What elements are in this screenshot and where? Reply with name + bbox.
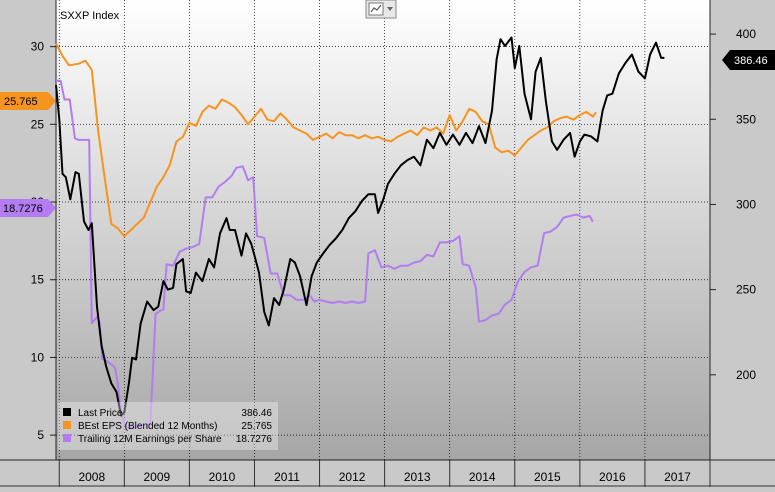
x-tick-label: 2008: [78, 470, 105, 484]
legend-swatch: [63, 421, 71, 429]
legend: Last Price 386.46 BEst EPS (Blended 12 M…: [58, 402, 278, 450]
legend-box: [58, 402, 278, 450]
series-line-last-price: [55, 36, 665, 417]
legend-value: 25.765: [241, 421, 272, 432]
right-axis-panel: [710, 0, 775, 460]
best-eps-badge: 25.765: [0, 92, 56, 110]
y-right-tick-label: 400: [736, 27, 756, 41]
y-right-tick-label: 350: [736, 112, 756, 126]
legend-swatch: [63, 434, 71, 442]
axis-layer: 5101520253020025030035040020082009201020…: [31, 0, 756, 487]
best-eps-badge-label: 25.765: [4, 96, 38, 108]
trailing-eps-badge: 18.7276: [0, 199, 56, 217]
last-price-badge-label: 386.46: [734, 55, 768, 67]
x-tick-label: 2010: [209, 470, 236, 484]
plot-area: [56, 0, 710, 460]
x-tick-label: 2016: [599, 470, 626, 484]
x-tick-label: 2009: [144, 470, 171, 484]
legend-item-last-price: Last Price 386.46: [63, 408, 272, 419]
legend-value: 18.7276: [236, 434, 273, 445]
legend-item-trailing-eps: Trailing 12M Earnings per Share 18.7276: [63, 434, 272, 445]
left-axis-panel: [0, 0, 56, 460]
chart-title: SXXP Index: [60, 10, 120, 22]
bottom-axis-panel: [0, 460, 775, 487]
chevron-down-icon: [387, 7, 393, 11]
y-left-tick-label: 5: [37, 428, 44, 442]
x-tick-label: 2017: [664, 470, 691, 484]
x-tick-label: 2014: [469, 470, 496, 484]
y-left-tick-label: 30: [31, 40, 45, 54]
legend-label: Trailing 12M Earnings per Share: [78, 434, 222, 445]
x-tick-label: 2015: [534, 470, 561, 484]
x-tick-label: 2013: [404, 470, 431, 484]
y-left-tick-label: 25: [31, 117, 45, 131]
y-right-tick-label: 300: [736, 197, 756, 211]
x-tick-label: 2011: [274, 470, 300, 484]
legend-value: 386.46: [241, 408, 272, 419]
series-line-best-eps: [55, 43, 597, 238]
legend-swatch: [63, 408, 71, 416]
trailing-eps-badge-label: 18.7276: [3, 203, 43, 215]
series-line-trailing-eps: [56, 79, 594, 429]
legend-label: Last Price: [78, 408, 123, 419]
legend-item-best-eps: BEst EPS (Blended 12 Months) 25.765: [63, 421, 272, 432]
y-right-tick-label: 250: [736, 283, 756, 297]
legend-label: BEst EPS (Blended 12 Months): [78, 421, 218, 432]
line-chart-icon: [368, 2, 384, 16]
series-layer: [55, 36, 665, 429]
last-price-badge: 386.46: [722, 50, 775, 70]
y-right-tick-label: 200: [736, 368, 756, 382]
y-left-tick-label: 15: [31, 273, 45, 287]
chart-type-button[interactable]: [365, 0, 397, 19]
x-tick-label: 2012: [339, 470, 366, 484]
y-left-tick-label: 10: [31, 350, 45, 364]
